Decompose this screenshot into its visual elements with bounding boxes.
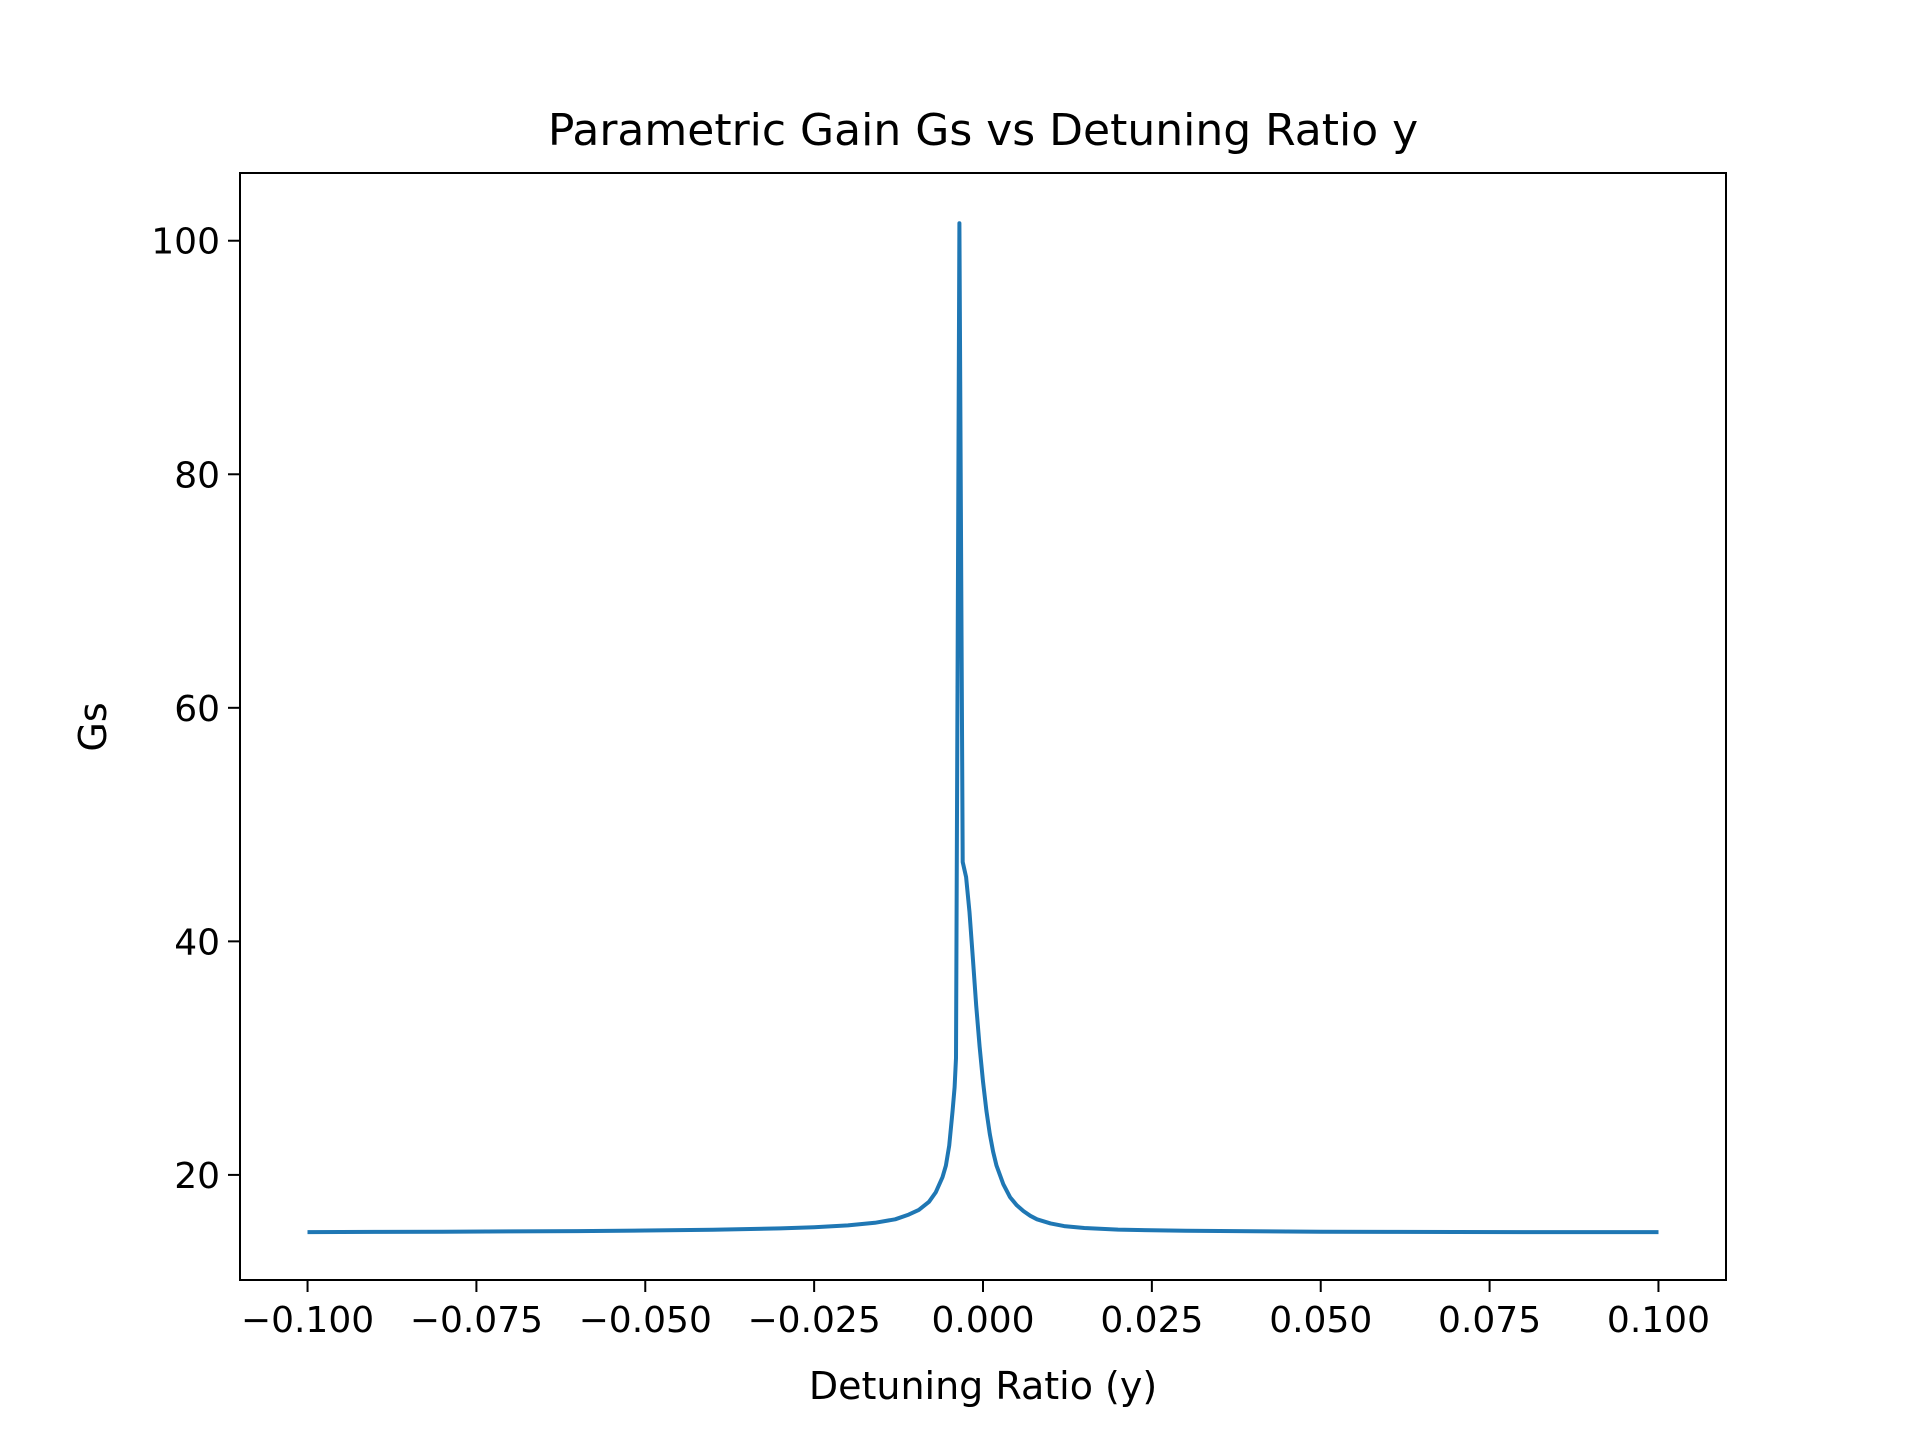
x-tick-label: −0.075	[410, 1300, 543, 1341]
x-tick-label: 0.025	[1100, 1300, 1203, 1341]
x-tick-label: −0.025	[748, 1300, 881, 1341]
y-axis-label: Gs	[71, 702, 115, 751]
x-tick-label: 0.000	[931, 1300, 1034, 1341]
y-axis-ticks: 20 40 60 80 100	[151, 222, 240, 1197]
series-layer	[307, 221, 1659, 1235]
y-tick-label: 60	[174, 689, 220, 730]
y-tick-label: 100	[151, 222, 220, 263]
x-tick-label: 0.100	[1607, 1300, 1710, 1341]
x-tick-label: 0.050	[1269, 1300, 1372, 1341]
x-axis-ticks: −0.100 −0.075 −0.050 −0.025 0.000 0.025 0.050 0…	[241, 1280, 1710, 1341]
y-tick-label: 20	[174, 1156, 220, 1197]
x-tick-label: 0.075	[1438, 1300, 1541, 1341]
x-tick-label: −0.050	[579, 1300, 712, 1341]
x-tick-label: −0.100	[241, 1300, 374, 1341]
chart-title: Parametric Gain Gs vs Detuning Ratio y	[548, 105, 1418, 156]
y-tick-label: 80	[174, 455, 220, 496]
y-tick-label: 40	[174, 922, 220, 963]
series-line-0	[307, 221, 1659, 1235]
x-axis-label: Detuning Ratio (y)	[809, 1364, 1157, 1408]
